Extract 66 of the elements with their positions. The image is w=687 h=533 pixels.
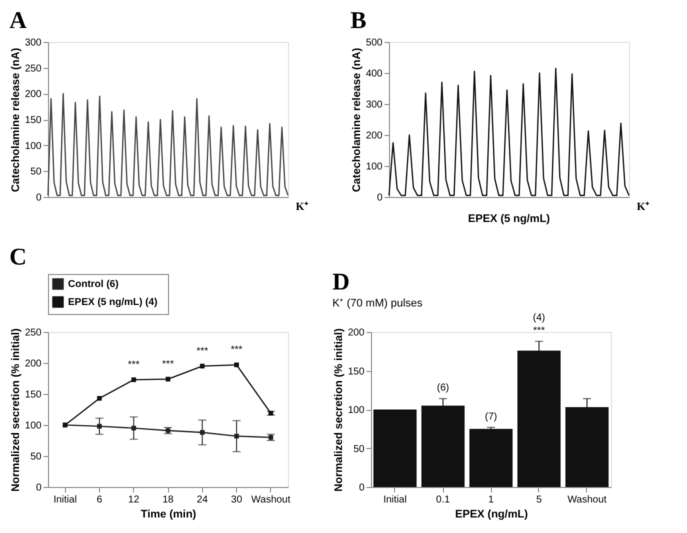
x-tick-label: Initial [383, 494, 407, 506]
x-tick-label: 18 [162, 494, 174, 506]
y-tick-label: 200 [24, 358, 42, 370]
x-tick-label: Washout [251, 494, 291, 506]
x-tick-label: 5 [536, 494, 542, 506]
x-tick-label: 1 [488, 494, 494, 506]
y-tick-label: 150 [24, 115, 42, 126]
y-tick-label: 100 [24, 140, 42, 152]
annotation: (6) [436, 382, 450, 394]
y-tick-label: 200 [348, 328, 365, 338]
y-tick-label: 250 [24, 63, 42, 74]
y-axis-title: Normalized secretion (% initial) [332, 328, 345, 492]
x-axis-title: Time (min) [140, 508, 197, 520]
annotation: *** [196, 346, 208, 357]
y-axis-title: Catecholamine release (nA) [10, 48, 22, 192]
x-tick-label: 0.1 [436, 494, 450, 506]
point [166, 376, 170, 382]
x-tick-label: 24 [196, 494, 208, 506]
chart-title: D [332, 269, 350, 296]
chart-title: C [9, 244, 27, 270]
y-tick-label: 500 [366, 38, 383, 48]
y-tick-label: 300 [366, 100, 383, 110]
text: K⁺ [296, 201, 308, 213]
y-tick-label: 250 [24, 328, 42, 338]
chart-title: B [350, 8, 366, 34]
annotation: (4) [532, 312, 546, 324]
chart-title: A [9, 8, 28, 34]
chart-subtitle: K⁺ (70 mM) pulses [332, 297, 424, 310]
point [200, 364, 205, 368]
point [97, 396, 102, 401]
y-tick-label: 100 [366, 162, 383, 172]
text: K⁺ [636, 201, 650, 213]
legend-label: Control (6) [68, 279, 119, 290]
y-tick-label: 300 [24, 38, 42, 48]
x-tick-label: Washout [567, 494, 607, 506]
bar [373, 410, 417, 487]
annotation: (7) [484, 411, 498, 422]
y-tick-label: 50 [30, 166, 42, 178]
y-tick-label: 0 [376, 192, 383, 204]
y-tick-label: 0 [36, 192, 42, 204]
y-tick-label: 100 [348, 405, 365, 416]
annotation: *** [162, 358, 174, 370]
point [234, 362, 239, 368]
x-axis-title: EPEX (ng/mL) [455, 508, 528, 520]
y-axis-title: Normalized secretion (% initial) [10, 328, 22, 492]
point [131, 377, 136, 382]
annotation: *** [128, 359, 140, 370]
y-tick-label: 0 [358, 482, 365, 494]
legend-label: EPEX (5 ng/mL) (4) [68, 297, 158, 308]
y-tick-label: 50 [353, 444, 365, 455]
x-tick-label: 6 [96, 494, 103, 506]
x-tick-label: 12 [128, 494, 140, 506]
y-tick-label: 150 [348, 366, 365, 378]
y-tick-label: 200 [24, 89, 42, 100]
annotation: *** [533, 325, 545, 336]
y-tick-label: 400 [366, 68, 383, 80]
y-tick-label: 100 [24, 420, 42, 432]
y-tick-label: 150 [24, 390, 42, 400]
y-tick-label: 50 [30, 452, 42, 462]
y-axis-title: Catecholamine release (nA) [350, 48, 363, 192]
text: EPEX (5 ng/mL) [468, 213, 550, 225]
y-tick-label: 200 [366, 130, 383, 142]
y-tick-label: 0 [36, 482, 42, 494]
x-tick-label: 30 [231, 494, 243, 506]
x-tick-label: Initial [53, 494, 77, 506]
annotation: *** [230, 344, 243, 356]
